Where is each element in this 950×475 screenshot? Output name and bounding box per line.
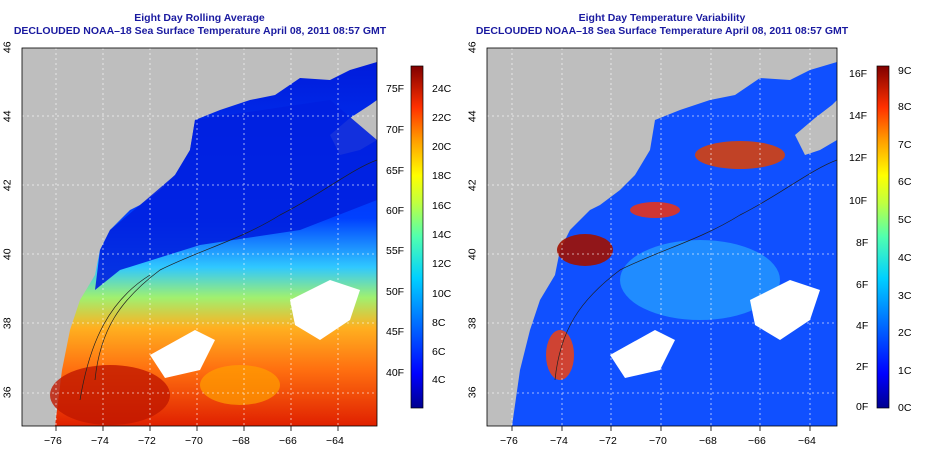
left-cb-f-label: 65F [386,165,405,177]
left-map [22,48,377,426]
left-cb-c-label: 20C [432,141,452,153]
left-cb-c-label: 16C [432,200,452,212]
right-cb-f-label: 12F [849,152,868,164]
left-cb-f-label: 55F [386,245,405,257]
right-cb-f-label: 2F [856,361,869,373]
left-title-line1: Eight Day Rolling Average [134,12,265,24]
left-title-line2: DECLOUDED NOAA–18 Sea Surface Temperatur… [13,25,387,37]
left-y-tick: 40 [1,248,14,261]
left-cb-c-label: 10C [432,288,452,300]
right-cb-f-label: 6F [856,279,869,291]
right-cb-c-label: 2C [898,327,912,339]
left-y-tick: 36 [1,386,14,399]
right-cb-f-label: 4F [856,320,869,332]
right-cb-f-label: 8F [856,237,869,249]
left-x-tick: −76 [44,435,62,447]
left-cb-f-label: 40F [386,367,405,379]
right-x-tick: −64 [798,435,816,447]
right-title-line1: Eight Day Temperature Variability [578,12,746,24]
right-y-tick: 38 [466,317,479,330]
right-cloud-mask [610,330,675,378]
left-cb-c-label: 18C [432,170,452,182]
right-colorbar [876,65,890,409]
right-y-tick: 36 [466,386,479,399]
left-y-tick: 38 [1,317,14,330]
left-y-tick: 46 [1,41,14,54]
right-x-tick: −68 [699,435,717,447]
left-cb-c-label: 24C [432,83,452,95]
left-cb-c-label: 6C [432,346,446,358]
right-cb-c-label: 1C [898,365,912,377]
right-cb-c-label: 5C [898,214,912,226]
right-y-tick: 46 [466,41,479,54]
right-cb-c-label: 7C [898,139,912,151]
right-cb-c-label: 4C [898,252,912,264]
right-x-tick: −70 [649,435,667,447]
left-x-tick: −74 [91,435,109,447]
right-cb-c-label: 8C [898,101,912,113]
left-x-tick: −64 [326,435,344,447]
right-cb-f-label: 10F [849,195,868,207]
right-cb-c-label: 0C [898,402,912,414]
right-cb-f-label: 14F [849,110,868,122]
left-x-tick: −68 [232,435,250,447]
left-x-tick: −66 [279,435,297,447]
left-y-tick: 42 [1,179,14,192]
left-cb-f-label: 45F [386,326,405,338]
left-cloud-mask [150,330,215,378]
left-cb-c-label: 4C [432,374,446,386]
left-cb-f-label: 70F [386,124,405,136]
right-x-tick: −66 [748,435,766,447]
right-map [487,48,837,426]
left-cb-c-label: 8C [432,317,446,329]
left-x-tick: −70 [185,435,203,447]
right-land [487,48,837,426]
right-y-tick: 42 [466,179,479,192]
right-x-tick: −74 [550,435,568,447]
left-land [22,48,377,426]
left-cb-c-label: 14C [432,229,452,241]
left-cb-f-label: 60F [386,205,405,217]
left-map-frame [21,47,378,427]
right-x-tick: −72 [599,435,617,447]
right-y-tick: 44 [466,110,479,123]
left-cb-c-label: 22C [432,112,452,124]
left-y-tick: 44 [1,110,14,123]
left-cb-f-label: 50F [386,286,405,298]
right-map-frame [486,47,838,427]
left-cb-f-label: 75F [386,83,405,95]
right-cb-c-label: 9C [898,65,912,77]
right-x-tick: −76 [500,435,518,447]
right-title-line2: DECLOUDED NOAA–18 Sea Surface Temperatur… [475,25,849,37]
right-cb-f-label: 16F [849,68,868,80]
left-cb-c-label: 12C [432,258,452,270]
right-cb-f-label: 0F [856,401,869,413]
right-cb-c-label: 6C [898,176,912,188]
right-hotspot [557,234,613,266]
left-colorbar [410,65,424,409]
left-x-tick: −72 [138,435,156,447]
right-cb-c-label: 3C [898,290,912,302]
right-y-tick: 40 [466,248,479,261]
